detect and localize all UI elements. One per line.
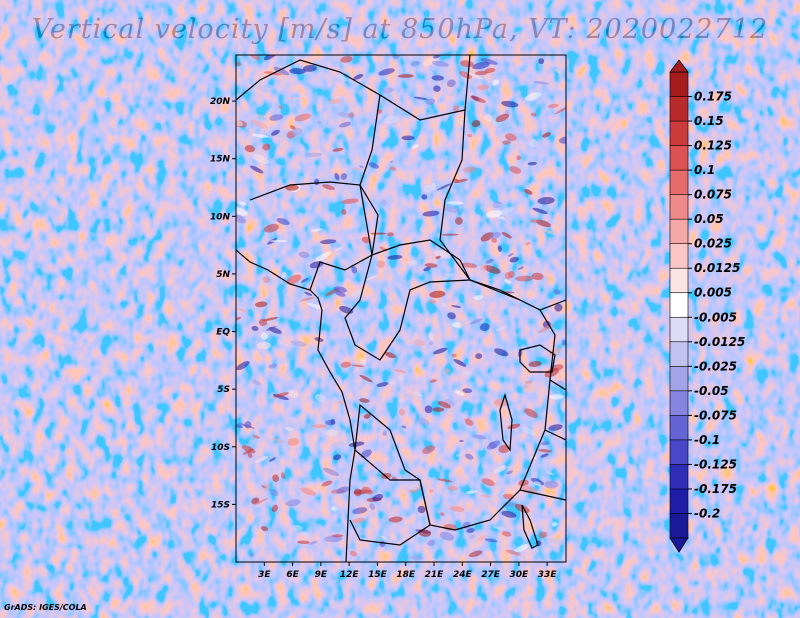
lat-tick-label: 5N — [216, 270, 230, 280]
colorbar-swatch — [669, 464, 689, 490]
colorbar-label: -0.0125 — [694, 335, 745, 349]
colorbar-swatch — [669, 96, 689, 122]
colorbar-swatch — [669, 316, 689, 343]
colorbar-label: -0.1 — [694, 433, 720, 447]
colorbar-swatch — [669, 390, 689, 417]
colorbar-label: -0.2 — [694, 506, 720, 520]
colorbar-min-arrow — [669, 537, 689, 553]
grads-credit: GrADS: IGES/COLA — [4, 603, 87, 612]
colorbar-swatch — [669, 71, 689, 98]
west-africa-coastline — [236, 249, 356, 562]
colorbar-swatch — [669, 415, 689, 441]
sudan-border — [439, 109, 471, 281]
northern-border — [236, 55, 471, 121]
colorbar-swatch — [669, 243, 689, 270]
colorbar-label: -0.075 — [694, 408, 737, 422]
colorbar-label: 0.0125 — [694, 261, 740, 275]
lon-tick-label: 6E — [286, 570, 299, 580]
color-legend: 0.175 0.15 0.125 0.1 0.075 0.05 0.025 0.0125 0.0… — [669, 59, 745, 553]
colorbar-label: -0.125 — [694, 457, 737, 471]
colorbar-swatch — [669, 120, 689, 147]
lon-tick-label: 30E — [510, 570, 530, 580]
colorbar-label: -0.175 — [694, 482, 737, 496]
vertical-velocity-field — [236, 55, 566, 562]
chad-border — [359, 94, 521, 301]
longitude-axis: 3E 6E 9E 12E 15E 18E 21E 24E 27E 30E 33E — [258, 562, 557, 580]
map-frame — [235, 54, 567, 563]
lon-tick-label: 33E — [538, 570, 558, 580]
lake-malawi — [521, 504, 539, 549]
colorbar-swatch — [669, 488, 689, 515]
colorbar-label: 0.025 — [694, 237, 732, 251]
colorbar-swatch — [669, 145, 689, 171]
latitude-axis: 20N 15N 10N 5N EQ 5S 10S 15S — [210, 97, 236, 510]
colorbar-label: 0.175 — [694, 90, 732, 104]
colorbar-max-arrow — [669, 59, 689, 73]
angola-border — [349, 449, 431, 546]
colorbar-label: -0.05 — [694, 384, 729, 398]
lat-tick-label: 15S — [211, 500, 230, 510]
colorbar-swatch — [669, 218, 689, 245]
lon-tick-label: 15E — [368, 570, 388, 580]
colorbar-swatch — [669, 169, 689, 196]
country-borders — [236, 55, 566, 562]
lake-victoria — [519, 344, 556, 373]
drc-border — [344, 254, 556, 531]
lon-tick-label: 18E — [396, 570, 416, 580]
lat-tick-label: 15N — [210, 155, 231, 165]
lat-tick-label: 5S — [217, 385, 230, 395]
lat-tick-label: 20N — [210, 97, 231, 107]
lat-tick-label: 10N — [210, 212, 231, 222]
colorbar-label: 0.125 — [694, 139, 732, 153]
east-africa-border — [519, 299, 566, 501]
colorbar-label: 0.005 — [694, 286, 732, 300]
colorbar-label: 0.05 — [694, 212, 724, 226]
lat-tick-label: EQ — [216, 328, 230, 338]
colorbar-swatch — [669, 439, 689, 466]
lon-tick-label: 12E — [340, 570, 360, 580]
lon-tick-label: 21E — [425, 570, 445, 580]
lon-tick-label: 9E — [315, 570, 328, 580]
colorbar-swatch — [669, 341, 689, 368]
colorbar-label: 0.15 — [694, 114, 724, 128]
lon-tick-label: 27E — [481, 570, 501, 580]
lat-tick-label: 10S — [211, 443, 230, 453]
colorbar-swatch — [669, 194, 689, 220]
colorbar-swatch — [669, 513, 689, 539]
lake-tanganyika — [499, 392, 513, 452]
colorbar-swatch — [669, 292, 689, 319]
colorbar-label: -0.005 — [694, 310, 737, 324]
colorbar-swatch — [669, 366, 689, 392]
colorbar-swatch — [669, 267, 689, 294]
map-title: Vertical velocity [m/s] at 850hPa, VT: 2… — [31, 14, 769, 45]
lon-tick-label: 3E — [258, 570, 271, 580]
lon-tick-label: 24E — [453, 570, 473, 580]
nigeria-border — [249, 181, 373, 291]
colorbar-label: -0.025 — [694, 359, 737, 373]
colorbar-label: 0.1 — [694, 163, 715, 177]
colorbar-label: 0.075 — [694, 188, 732, 202]
